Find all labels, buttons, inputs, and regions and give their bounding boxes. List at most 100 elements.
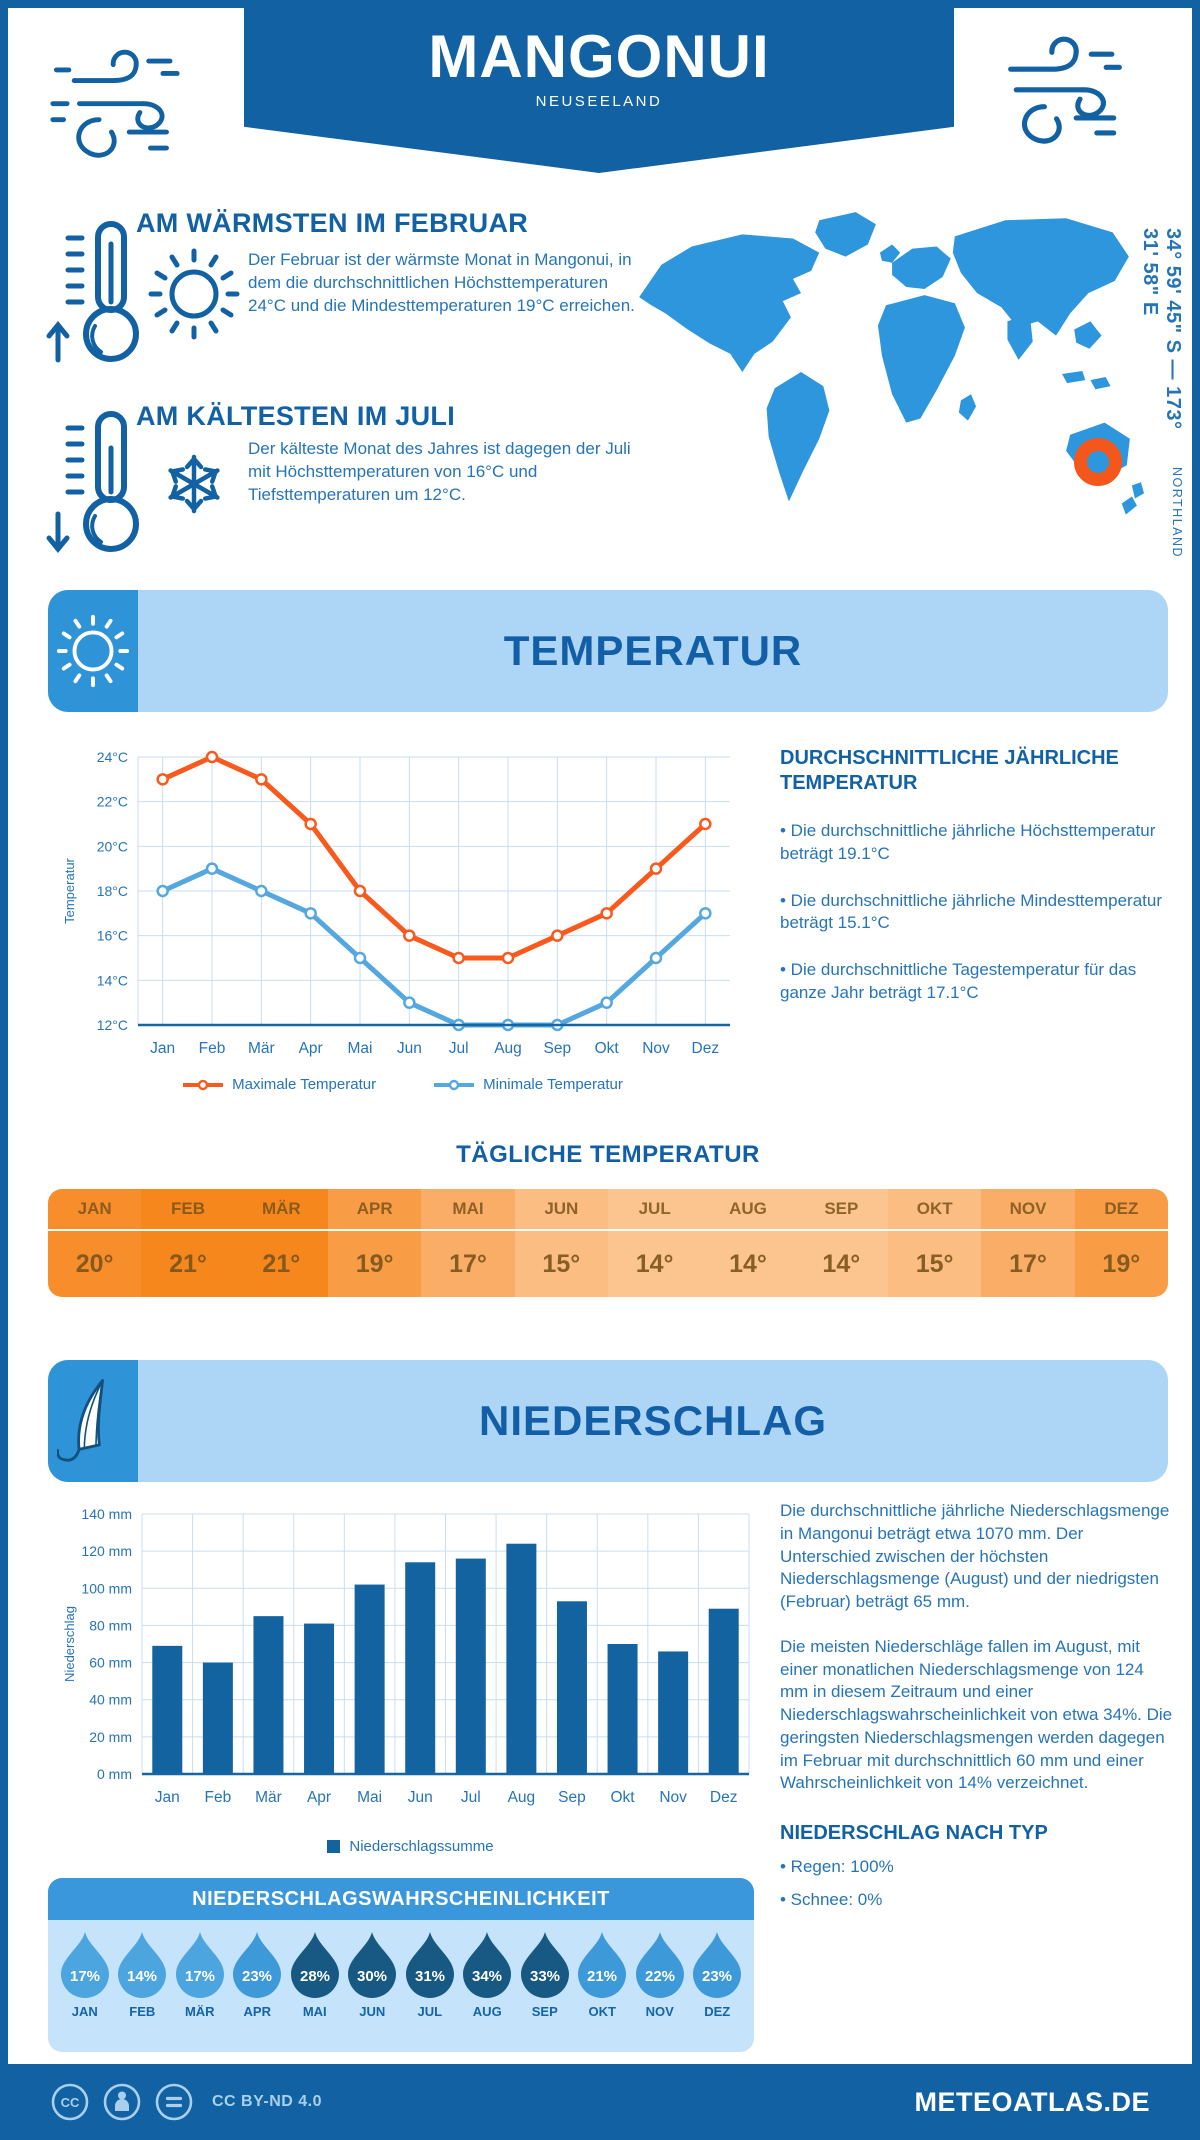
daily-temp-month: APR xyxy=(328,1189,422,1231)
probability-month: AUG xyxy=(472,2004,502,2019)
svg-text:CC: CC xyxy=(61,2095,80,2110)
daily-temp-value: 19° xyxy=(355,1249,394,1278)
region-label: NORTHLAND xyxy=(1170,466,1184,558)
svg-text:Mai: Mai xyxy=(357,1789,382,1806)
daily-temp-column: JAN 20° xyxy=(48,1189,142,1297)
daily-temp-value: 15° xyxy=(915,1249,954,1278)
svg-text:Temperatur: Temperatur xyxy=(62,857,77,923)
footer-bar: CC CC BY-ND 4.0 METEOATLAS.DE xyxy=(8,2064,1192,2140)
probability-month: MÄR xyxy=(184,2004,215,2019)
precipitation-type-title: NIEDERSCHLAG NACH TYP xyxy=(780,1822,1048,1845)
probability-title: NIEDERSCHLAGSWAHRSCHEINLICHKEIT xyxy=(48,1878,754,1920)
probability-month: APR xyxy=(243,2004,271,2019)
daily-temp-month: OKT xyxy=(888,1189,982,1231)
svg-text:Niederschlag: Niederschlag xyxy=(62,1606,77,1682)
svg-text:Jul: Jul xyxy=(449,1040,469,1057)
daily-temp-month: JAN xyxy=(48,1189,142,1231)
daily-temp-value: 14° xyxy=(635,1249,674,1278)
probability-month: MAI xyxy=(302,2004,327,2019)
raindrop-icon: 34% xyxy=(463,1932,512,1998)
probability-drop: 31% JUL xyxy=(401,1930,459,2019)
daily-temp-month: FEB xyxy=(141,1189,235,1231)
probability-drop: 14% FEB xyxy=(114,1930,172,2019)
coordinates-label: 34° 59' 45" S — 173° 31' 58" E xyxy=(1139,228,1184,430)
svg-text:Jul: Jul xyxy=(461,1789,481,1806)
svg-text:30%: 30% xyxy=(357,1968,387,1985)
equals-icon xyxy=(155,2083,193,2121)
svg-text:16°C: 16°C xyxy=(97,928,128,944)
daily-temp-month: MAI xyxy=(421,1189,515,1231)
raindrop-icon: 17% xyxy=(175,1932,224,1998)
svg-text:17%: 17% xyxy=(185,1968,215,1985)
raindrop-icon: 23% xyxy=(693,1932,742,1998)
svg-text:22%: 22% xyxy=(645,1968,675,1985)
snowflake-icon xyxy=(168,454,220,514)
geo-labels: 34° 59' 45" S — 173° 31' 58" E NORTHLAND xyxy=(1138,228,1184,558)
svg-text:Sep: Sep xyxy=(558,1789,586,1806)
site-link[interactable]: METEOATLAS.DE xyxy=(914,2086,1150,2117)
daily-temp-value: 19° xyxy=(1102,1249,1141,1278)
precipitation-paragraph: Die durchschnittliche jährliche Niedersc… xyxy=(780,1501,1170,1612)
svg-text:17%: 17% xyxy=(70,1968,100,1985)
probability-drop: 34% AUG xyxy=(459,1930,517,2019)
daily-temp-value: 14° xyxy=(822,1249,861,1278)
daily-temp-column: FEB 21° xyxy=(141,1189,235,1297)
svg-text:Nov: Nov xyxy=(659,1789,687,1806)
daily-temp-column: SEP 14° xyxy=(794,1189,888,1297)
daily-temp-month: AUG xyxy=(701,1189,795,1231)
svg-text:Dez: Dez xyxy=(710,1789,738,1806)
page-title: MANGONUI xyxy=(428,23,770,90)
probability-month: JUL xyxy=(417,2004,443,2019)
svg-text:14%: 14% xyxy=(127,1968,157,1985)
svg-text:100 mm: 100 mm xyxy=(81,1580,132,1596)
location-marker-icon xyxy=(1074,438,1122,486)
wind-icon xyxy=(44,30,186,177)
svg-text:14°C: 14°C xyxy=(97,972,128,988)
daily-temp-month: MÄR xyxy=(234,1189,328,1231)
probability-drop: 17% JAN xyxy=(56,1930,114,2019)
svg-text:60 mm: 60 mm xyxy=(89,1655,132,1671)
temperature-line-chart: 12°C 14°C 16°C 18°C 20°C 22°C 24°C Jan Feb Mär Apr… xyxy=(62,749,730,1057)
cold-section-title: AM KÄLTESTEN IM JULI xyxy=(136,401,455,431)
license-label: CC BY-ND 4.0 xyxy=(212,2093,323,2110)
probability-month: NOV xyxy=(645,2004,674,2019)
daily-temp-month: NOV xyxy=(981,1189,1075,1231)
raindrop-icon: 31% xyxy=(405,1932,454,1998)
probability-drop: 23% APR xyxy=(229,1930,287,2019)
probability-month: DEZ xyxy=(704,2004,731,2019)
precipitation-paragraph: Die meisten Niederschläge fallen im Augu… xyxy=(780,1636,1173,1793)
umbrella-icon xyxy=(48,1360,138,1482)
daily-temp-month: DEZ xyxy=(1074,1189,1168,1231)
legend-item: Maximale Temperatur xyxy=(183,1076,376,1093)
sun-icon xyxy=(48,590,138,712)
svg-text:31%: 31% xyxy=(415,1968,445,1985)
legend-label: Niederschlagssumme xyxy=(349,1838,494,1855)
probability-month: JAN xyxy=(71,2004,98,2019)
raindrop-icon: 14% xyxy=(118,1932,167,1998)
sun-icon xyxy=(148,248,240,340)
raindrop-icon: 23% xyxy=(233,1932,282,1998)
license-badge[interactable]: CC CC BY-ND 4.0 xyxy=(50,2082,322,2122)
precipitation-text-column: Die durchschnittliche jährliche Niedersc… xyxy=(780,1500,1174,1912)
legend-item: Niederschlagssumme xyxy=(327,1838,494,1855)
page-subtitle: NEUSEELAND xyxy=(535,93,663,110)
svg-text:Sep: Sep xyxy=(544,1040,572,1057)
annual-bullet: • Die durchschnittliche jährliche Mindes… xyxy=(780,890,1163,933)
daily-temp-column: JUN 15° xyxy=(514,1189,608,1297)
warm-section-text: Der Februar ist der wärmste Monat in Man… xyxy=(248,250,635,315)
svg-text:34%: 34% xyxy=(472,1968,502,1985)
probability-month: OKT xyxy=(588,2004,616,2019)
svg-text:20°C: 20°C xyxy=(97,838,128,854)
svg-text:20 mm: 20 mm xyxy=(89,1729,132,1745)
svg-text:Mär: Mär xyxy=(248,1040,275,1057)
svg-text:Mai: Mai xyxy=(348,1040,373,1057)
svg-text:140 mm: 140 mm xyxy=(81,1506,132,1522)
probability-drop: 33% SEP xyxy=(516,1930,574,2019)
svg-text:40 mm: 40 mm xyxy=(89,1692,132,1708)
precipitation-section-title: NIEDERSCHLAG xyxy=(478,1397,828,1444)
cold-thermometer-snow-icon xyxy=(42,408,242,563)
precipitation-type-item: • Regen: 100% xyxy=(780,1857,894,1877)
svg-text:Mär: Mär xyxy=(255,1789,282,1806)
temperature-section-banner: TEMPERATUR xyxy=(48,590,1168,712)
svg-text:Nov: Nov xyxy=(642,1040,670,1057)
